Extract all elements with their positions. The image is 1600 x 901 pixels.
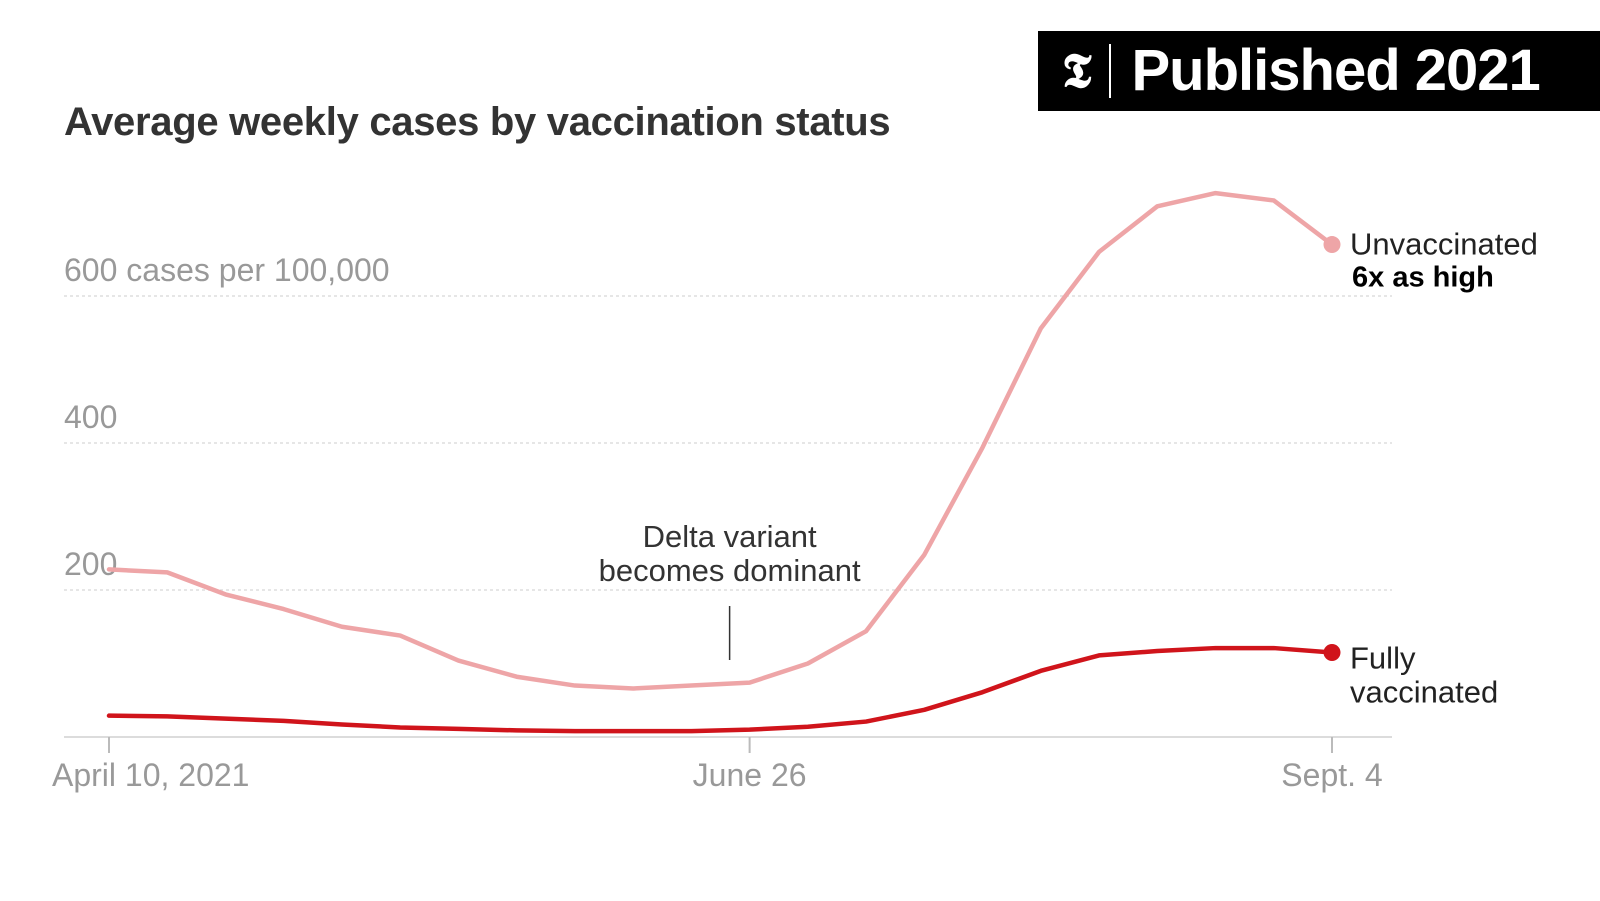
chart-title: Average weekly cases by vaccination stat…	[64, 100, 891, 144]
y-tick-label-400: 400	[64, 399, 117, 435]
series-line-unvaccinated	[106, 190, 1335, 691]
y-tick-label-600: 600 cases per 100,000	[64, 252, 390, 288]
series-end-dot-fully-vaccinated	[1323, 643, 1341, 661]
series-label-fully-vaccinated-line-1: vaccinated	[1350, 674, 1498, 709]
x-tick-label-0: April 10, 2021	[52, 757, 249, 793]
badge-separator	[1109, 44, 1112, 98]
nyt-logo-icon: 𝕿	[1062, 43, 1092, 99]
series-label-unvaccinated: Unvaccinated	[1350, 227, 1538, 262]
published-label: Published 2021	[1131, 38, 1540, 103]
x-tick-label-2: Sept. 4	[1281, 757, 1382, 793]
annotation-text-line-0: Delta variant	[643, 519, 817, 554]
series-line-fully-vaccinated	[106, 645, 1335, 734]
series-label-fully-vaccinated-line-0: Fully	[1350, 640, 1416, 675]
series-end-dot-unvaccinated	[1323, 236, 1341, 254]
series-note-unvaccinated: 6x as high	[1352, 262, 1494, 294]
y-tick-label-200: 200	[64, 546, 117, 582]
published-badge: 𝕿 Published 2021	[1038, 31, 1600, 111]
annotation-text-line-1: becomes dominant	[599, 553, 861, 588]
x-tick-label-1: June 26	[693, 757, 807, 793]
